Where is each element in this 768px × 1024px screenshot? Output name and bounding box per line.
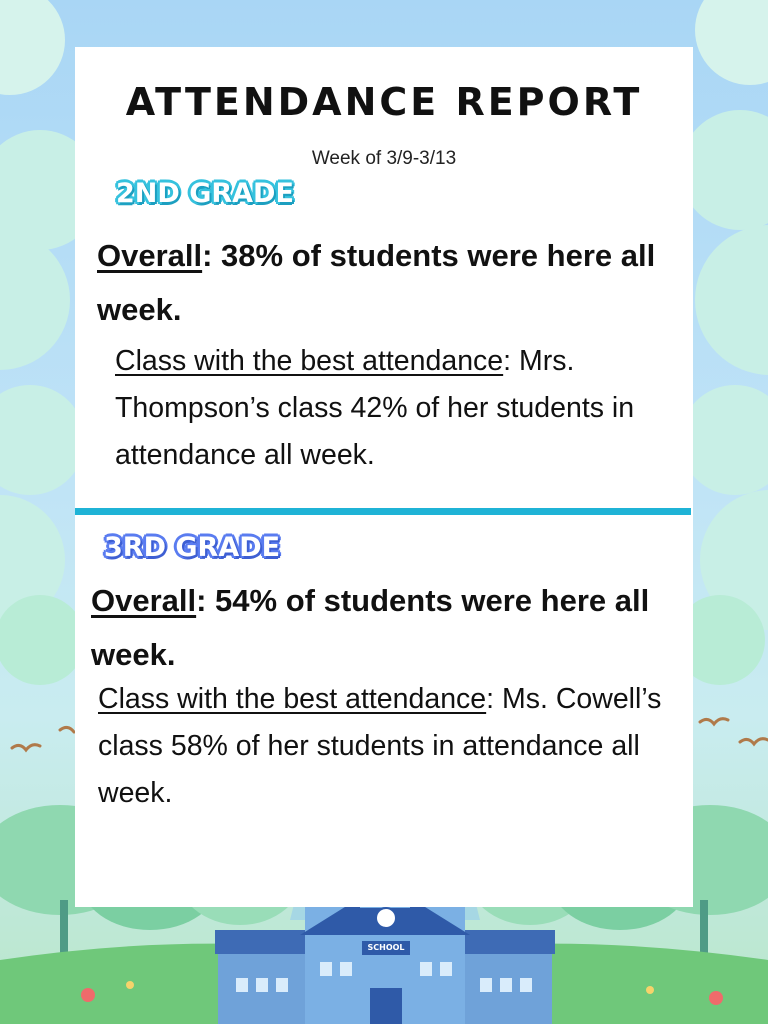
report-card bbox=[75, 47, 693, 907]
third-grade-heading: 3RD GRADE bbox=[104, 532, 281, 563]
week-range: Week of 3/9-3/13 bbox=[311, 148, 457, 169]
left-cloud-trees bbox=[0, 0, 100, 685]
overall-text: : 54% of students were here all week. bbox=[91, 583, 650, 672]
second-grade-overall: Overall: 38% of students were here all w… bbox=[97, 229, 677, 337]
best-class-text: : Mrs. Thompson’s class 42% of her stude… bbox=[115, 345, 635, 471]
third-grade-overall: Overall: 54% of students were here all w… bbox=[91, 574, 681, 682]
right-cloud-trees bbox=[675, 0, 768, 685]
second-grade-best-class: Class with the best attendance: Mrs. Tho… bbox=[115, 338, 675, 479]
flowers bbox=[81, 981, 723, 1005]
section-divider bbox=[75, 508, 691, 515]
best-class-label: Class with the best attendance bbox=[98, 683, 487, 715]
overall-label: Overall bbox=[91, 583, 197, 618]
second-grade-heading: 2ND GRADE bbox=[116, 178, 294, 209]
best-class-text: : Ms. Cowell’s class 58% of her students… bbox=[98, 683, 662, 809]
third-grade-best-class: Class with the best attendance: Ms. Cowe… bbox=[98, 676, 678, 817]
page-title: ATTENDANCE REPORT bbox=[125, 80, 643, 124]
best-class-label: Class with the best attendance bbox=[115, 345, 504, 377]
overall-text: : 38% of students were here all week. bbox=[97, 238, 656, 327]
overall-label: Overall bbox=[97, 238, 203, 273]
school-sign: SCHOOL bbox=[367, 943, 405, 952]
